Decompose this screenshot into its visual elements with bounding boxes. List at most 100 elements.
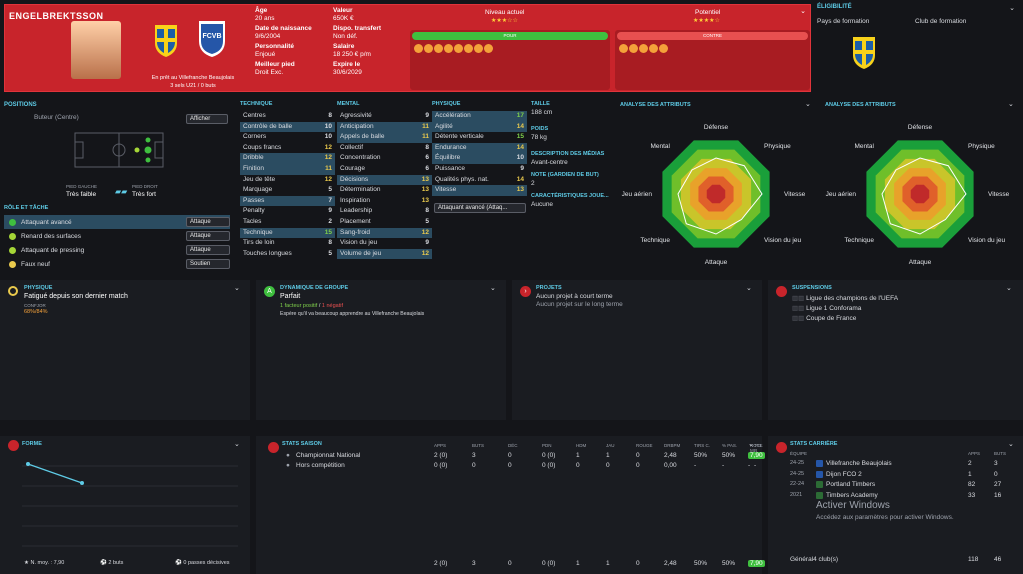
attribute-row[interactable]: Décisions 13 xyxy=(337,174,432,186)
radar-band xyxy=(910,184,930,204)
career-title[interactable]: STATS CARRIÈRE xyxy=(790,441,838,447)
chevron-down-icon[interactable]: ⌄ xyxy=(1009,5,1015,12)
attribute-row[interactable]: Penalty 9 xyxy=(240,206,335,217)
career-total-label: Général4 club(s) xyxy=(790,556,839,563)
attribute-row[interactable]: Dribble 12 xyxy=(240,153,335,164)
attribute-row[interactable]: Détermination 13 xyxy=(337,185,432,196)
attribute-value: 11 xyxy=(422,122,429,130)
attribute-row[interactable]: Touches longues 5 xyxy=(240,249,335,260)
chevron-down-icon[interactable]: ⌄ xyxy=(1006,285,1012,292)
attribute-row[interactable]: Endurance 14 xyxy=(432,142,527,154)
season-title[interactable]: STATS SAISON xyxy=(282,441,322,447)
trait-icon xyxy=(454,44,463,53)
projects-title[interactable]: PROJETS xyxy=(536,285,562,291)
show-select[interactable]: Afficher xyxy=(186,114,228,124)
chevron-down-icon[interactable]: ⌄ xyxy=(234,285,240,292)
radar-profile xyxy=(677,157,763,235)
season-col-header[interactable]: DRBPM xyxy=(664,443,681,448)
attribute-row[interactable]: Anticipation 11 xyxy=(337,121,432,133)
chevron-down-icon[interactable]: ⌄ xyxy=(748,441,754,448)
chevron-down-icon[interactable]: ⌄ xyxy=(1008,441,1014,448)
attribute-row[interactable]: Sang-froid 12 xyxy=(337,227,432,239)
attribute-value: 8 xyxy=(425,207,429,215)
season-cell: 1 xyxy=(606,452,610,459)
season-col-header[interactable]: ROUGE xyxy=(636,443,653,448)
chevron-down-icon[interactable]: ⌄ xyxy=(1008,101,1014,108)
attribute-row[interactable]: Placement 5 xyxy=(337,217,432,228)
attribute-row[interactable]: Agressivité 9 xyxy=(337,111,432,122)
season-col-header[interactable]: PDN xyxy=(542,443,552,448)
chevron-down-icon[interactable]: ⌄ xyxy=(490,285,496,292)
attribute-row[interactable]: Centres 8 xyxy=(240,111,335,122)
attribute-name: Accélération xyxy=(435,112,471,119)
attribute-row[interactable]: Marquage 5 xyxy=(240,185,335,196)
chevron-down-icon[interactable]: ⌄ xyxy=(234,441,240,448)
attribute-row[interactable]: Inspiration 13 xyxy=(337,196,432,207)
player-photo xyxy=(71,21,121,79)
attribute-row[interactable]: Tacles 2 xyxy=(240,217,335,228)
chevron-down-icon[interactable]: ⌄ xyxy=(800,8,806,15)
season-col-header[interactable]: BUTS xyxy=(472,443,485,448)
attribute-row[interactable]: Corners 10 xyxy=(240,132,335,143)
season-col-header[interactable]: APPS xyxy=(434,443,447,448)
duty-select[interactable]: Attaque xyxy=(186,217,230,227)
form-title[interactable]: FORME xyxy=(22,441,42,447)
competition-icon: ● xyxy=(286,462,290,469)
attribute-row[interactable]: Finition 11 xyxy=(240,163,335,175)
physique-panel-title[interactable]: PHYSIQUE xyxy=(24,285,53,291)
attribute-row[interactable]: Vitesse 13 xyxy=(432,185,527,196)
season-col-header[interactable]: NOTE M... xyxy=(750,443,763,453)
attribute-row[interactable]: Agilité 14 xyxy=(432,121,527,133)
season-cell: 2 (0) xyxy=(434,452,448,459)
career-team[interactable]: Timbers Academy xyxy=(826,491,878,499)
season-cell: 0,00 xyxy=(664,462,677,469)
attribute-row[interactable]: Appels de balle 11 xyxy=(337,132,432,143)
career-team[interactable]: Villefranche Beaujolais xyxy=(826,460,892,467)
season-col-header[interactable]: HDM xyxy=(576,443,587,448)
attribute-row[interactable]: Courage 6 xyxy=(337,164,432,175)
attribute-name: Endurance xyxy=(435,143,467,151)
season-col-header[interactable]: TIRS C. xyxy=(694,443,711,448)
attribute-row[interactable]: Qualités phys. nat. 14 xyxy=(432,175,527,186)
career-team[interactable]: Portland Timbers xyxy=(826,481,876,488)
attribute-row[interactable]: Leadership 8 xyxy=(337,206,432,217)
career-apps: 33 xyxy=(968,491,976,499)
attribute-row[interactable]: Collectif 8 xyxy=(337,143,432,154)
chevron-down-icon[interactable]: ⌄ xyxy=(746,285,752,292)
positions-title[interactable]: POSITIONS xyxy=(4,102,37,108)
role-highlight-select[interactable]: Attaquant avancé (Attaq... xyxy=(434,203,526,213)
season-col-header[interactable]: DÉC xyxy=(508,443,518,448)
attribute-row[interactable]: Équilibre 10 xyxy=(432,153,527,164)
attribute-row[interactable]: Coups francs 12 xyxy=(240,143,335,154)
condition-label: CONFJOR xyxy=(24,303,46,308)
role-row[interactable]: Faux neuf Soutien xyxy=(4,257,230,271)
duty-select[interactable]: Attaque xyxy=(186,231,230,241)
position-role: Buteur (Centre) xyxy=(34,114,79,121)
attribute-row[interactable]: Accélération 17 xyxy=(432,111,527,122)
eligibility-title[interactable]: ÉLIGIBILITÉ xyxy=(817,4,852,10)
season-cell: 0 (0) xyxy=(542,462,556,469)
duty-select[interactable]: Soutien xyxy=(186,259,230,269)
season-col-header[interactable]: TCL R xyxy=(754,443,763,453)
role-row[interactable]: Renard des surfaces Attaque xyxy=(4,229,230,243)
dynamics-title[interactable]: DYNAMIQUE DE GROUPE xyxy=(280,285,349,291)
duty-select[interactable]: Attaque xyxy=(186,245,230,255)
suspensions-title[interactable]: SUSPENSIONS xyxy=(792,285,832,291)
season-col-header[interactable]: JAU xyxy=(606,443,615,448)
attribute-row[interactable]: Détente verticale 15 xyxy=(432,132,527,143)
attribute-row[interactable]: Puissance 9 xyxy=(432,164,527,175)
role-row[interactable]: Attaquant avancé Attaque xyxy=(4,215,230,229)
attribute-row[interactable]: Volume de jeu 12 xyxy=(337,248,432,260)
season-col-header[interactable]: % PAS. xyxy=(722,443,738,448)
attribute-row[interactable]: Passes 7 xyxy=(240,195,335,207)
attribute-row[interactable]: Contrôle de balle 10 xyxy=(240,121,335,133)
attribute-name: Dribble xyxy=(243,154,264,162)
attribute-row[interactable]: Concentration 6 xyxy=(337,153,432,164)
attribute-row[interactable]: Tirs de loin 8 xyxy=(240,238,335,249)
role-row[interactable]: Attaquant de pressing Attaque xyxy=(4,243,230,257)
attribute-row[interactable]: Vision du jeu 9 xyxy=(337,238,432,249)
career-team[interactable]: Dijon FCO 2 xyxy=(826,470,862,478)
attribute-row[interactable]: Jeu de tête 12 xyxy=(240,175,335,186)
attribute-row[interactable]: Technique 15 xyxy=(240,227,335,239)
chevron-down-icon[interactable]: ⌄ xyxy=(805,101,811,108)
